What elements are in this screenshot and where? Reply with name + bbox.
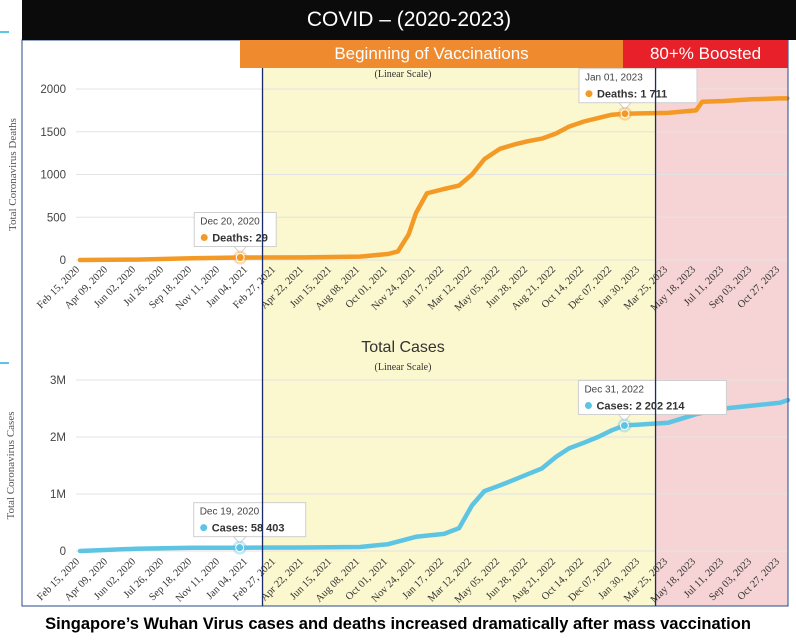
tooltip-colon: : xyxy=(244,523,251,535)
tooltip-number: 58 403 xyxy=(251,523,285,535)
tooltip-marker xyxy=(584,401,592,409)
boosted-period-shade xyxy=(655,68,788,606)
tooltip-marker xyxy=(200,234,208,242)
chart-title: Total Cases xyxy=(361,339,445,356)
tooltip-number: 2 202 214 xyxy=(636,400,686,412)
boosted-period-label: 80+% Boosted xyxy=(623,40,788,68)
tooltip-pointer xyxy=(233,246,248,255)
tooltip-series-label: Cases xyxy=(212,523,244,535)
tooltip-date: Dec 20, 2020 xyxy=(200,217,260,228)
tooltip-date: Dec 31, 2022 xyxy=(584,384,644,395)
series-line xyxy=(77,96,790,263)
tooltip-box xyxy=(193,502,307,538)
chart-subtitle: (Linear Scale) xyxy=(375,362,432,373)
tooltip-colon: : xyxy=(634,89,641,101)
y-tick-label: 2M xyxy=(50,432,66,444)
y-tick-label: 1000 xyxy=(40,170,66,182)
tooltip-box xyxy=(577,379,727,415)
tooltip-series-label: Deaths xyxy=(212,233,249,245)
tooltip-value: Deaths: 1 711 xyxy=(597,89,667,101)
tooltip-pointer xyxy=(232,536,247,545)
tooltip-date: Dec 19, 2020 xyxy=(200,507,260,518)
tooltip-pointer xyxy=(617,102,633,111)
tooltip-box xyxy=(578,68,698,104)
figure-caption: Singapore’s Wuhan Virus cases and deaths… xyxy=(45,615,751,633)
y-tick-label: 3M xyxy=(50,375,66,387)
y-tick-label: 1500 xyxy=(40,127,66,139)
data-point xyxy=(235,253,245,263)
tooltip-value: Cases: 2 202 214 xyxy=(596,400,685,412)
y-axis-title: Total Coronavirus Cases xyxy=(5,412,17,520)
y-tick-label: 0 xyxy=(60,255,66,267)
tooltip-value: Deaths: 29 xyxy=(212,233,268,245)
data-point xyxy=(619,420,629,430)
y-tick-label: 500 xyxy=(47,212,66,224)
tooltip-series-label: Deaths xyxy=(597,89,634,101)
y-tick-label: 1M xyxy=(50,489,66,501)
tooltip-pointer xyxy=(617,413,632,423)
tooltip-marker xyxy=(200,524,208,532)
data-tooltip: Dec 19, 2020 Cases: 58 403 xyxy=(193,502,307,555)
data-tooltip: Dec 31, 2022 Cases: 2 202 214 xyxy=(577,379,727,433)
tooltip-series-label: Cases xyxy=(596,400,628,412)
tooltip-number: 1 711 xyxy=(640,89,667,101)
tooltip-colon: : xyxy=(249,233,256,245)
data-point xyxy=(620,109,630,119)
data-tooltip: Jan 01, 2023 Deaths: 1 711 xyxy=(578,68,698,121)
y-tick-label: 2000 xyxy=(40,84,66,96)
tooltip-value: Cases: 58 403 xyxy=(212,523,285,535)
vaccination-period-label: Beginning of Vaccinations xyxy=(240,40,623,68)
chart-banner-title: COVID – (2020-2023) xyxy=(22,0,796,40)
y-axis-title: Total Coronavirus Deaths xyxy=(7,118,19,231)
vaccination-period-shade xyxy=(262,68,656,606)
series-line xyxy=(77,397,791,554)
shaded-periods xyxy=(0,31,788,606)
tooltip-number: 29 xyxy=(256,233,268,245)
tooltip-date: Jan 01, 2023 xyxy=(585,73,643,84)
data-point xyxy=(235,543,245,553)
y-tick-label: 0 xyxy=(60,546,66,558)
tooltip-marker xyxy=(585,90,593,98)
chart-subtitle: (Linear Scale) xyxy=(375,69,432,80)
tooltip-colon: : xyxy=(629,400,636,412)
